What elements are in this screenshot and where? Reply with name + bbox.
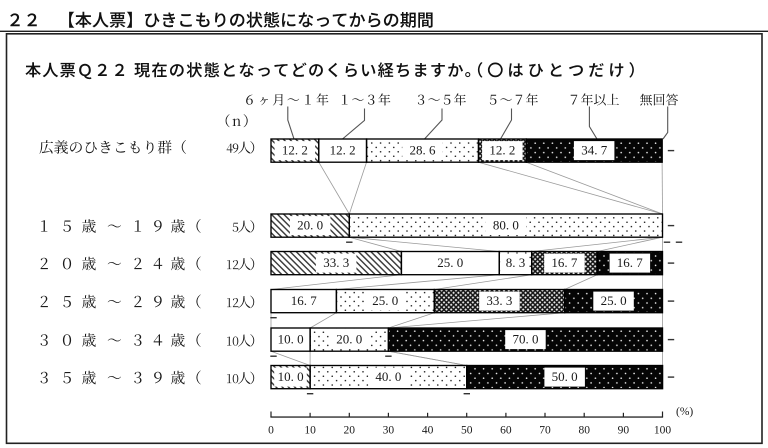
svg-text:40: 40 [422,425,434,437]
svg-text:0: 0 [268,425,274,437]
svg-text:40. 0: 40. 0 [375,369,401,384]
svg-text:25. 0: 25. 0 [437,255,463,270]
svg-text:12. 2: 12. 2 [330,143,356,158]
svg-text:16. 7: 16. 7 [617,255,644,270]
svg-text:60: 60 [500,425,512,437]
svg-text:90: 90 [618,425,630,437]
svg-text:10: 10 [304,425,316,437]
svg-text:28. 6: 28. 6 [410,143,437,158]
svg-text:12. 2: 12. 2 [489,143,515,158]
svg-text:20. 0: 20. 0 [297,218,323,233]
svg-text:80. 0: 80. 0 [493,218,519,233]
svg-text:70: 70 [539,425,551,437]
svg-text:20. 0: 20. 0 [336,332,362,347]
svg-text:(%): (%) [676,406,693,418]
svg-text:50: 50 [461,425,473,437]
svg-text:33. 3: 33. 3 [323,255,349,270]
svg-text:20: 20 [344,425,356,437]
svg-text:70. 0: 70. 0 [513,332,539,347]
svg-text:25. 0: 25. 0 [372,293,398,308]
svg-text:80: 80 [578,425,590,437]
svg-text:25. 0: 25. 0 [601,293,627,308]
svg-text:12. 2: 12. 2 [282,143,308,158]
svg-text:10. 0: 10. 0 [278,332,304,347]
svg-text:10. 0: 10. 0 [278,369,304,384]
svg-text:50. 0: 50. 0 [552,369,578,384]
svg-text:8. 3: 8. 3 [506,255,526,270]
svg-text:100: 100 [654,425,672,437]
svg-text:34. 7: 34. 7 [581,143,608,158]
svg-text:16. 7: 16. 7 [291,293,318,308]
svg-text:33. 3: 33. 3 [486,293,512,308]
svg-text:16. 7: 16. 7 [551,255,578,270]
svg-text:30: 30 [383,425,395,437]
